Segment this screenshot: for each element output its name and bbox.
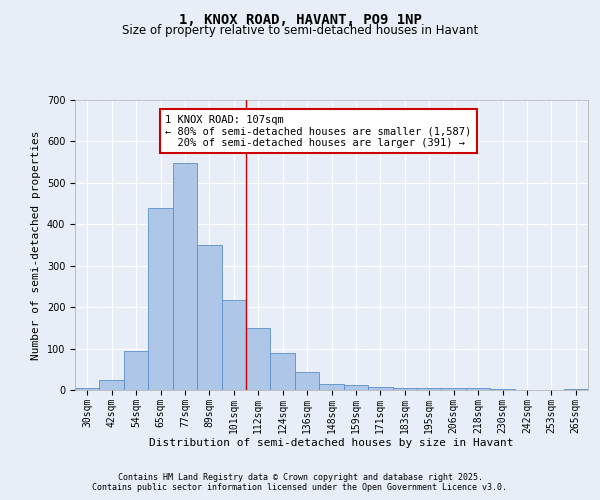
Bar [246,328,271,390]
Bar [442,388,466,390]
Bar [173,163,197,390]
Bar [319,384,344,390]
Text: Size of property relative to semi-detached houses in Havant: Size of property relative to semi-detach… [122,24,478,37]
Bar [392,388,417,390]
Text: Contains HM Land Registry data © Crown copyright and database right 2025.: Contains HM Land Registry data © Crown c… [118,472,482,482]
Bar [271,352,295,390]
Text: 1, KNOX ROAD, HAVANT, PO9 1NP: 1, KNOX ROAD, HAVANT, PO9 1NP [179,12,421,26]
Text: 1 KNOX ROAD: 107sqm
← 80% of semi-detached houses are smaller (1,587)
  20% of s: 1 KNOX ROAD: 107sqm ← 80% of semi-detach… [166,114,472,148]
Bar [124,352,148,390]
Bar [563,389,588,390]
Bar [368,386,392,390]
Bar [75,388,100,390]
Bar [197,245,221,390]
Bar [490,389,515,390]
Bar [100,380,124,390]
Bar [295,372,319,390]
Bar [148,208,173,390]
X-axis label: Distribution of semi-detached houses by size in Havant: Distribution of semi-detached houses by … [149,438,514,448]
Text: Contains public sector information licensed under the Open Government Licence v3: Contains public sector information licen… [92,484,508,492]
Bar [466,388,490,390]
Bar [417,388,442,390]
Bar [221,300,246,390]
Y-axis label: Number of semi-detached properties: Number of semi-detached properties [31,130,41,360]
Bar [344,384,368,390]
